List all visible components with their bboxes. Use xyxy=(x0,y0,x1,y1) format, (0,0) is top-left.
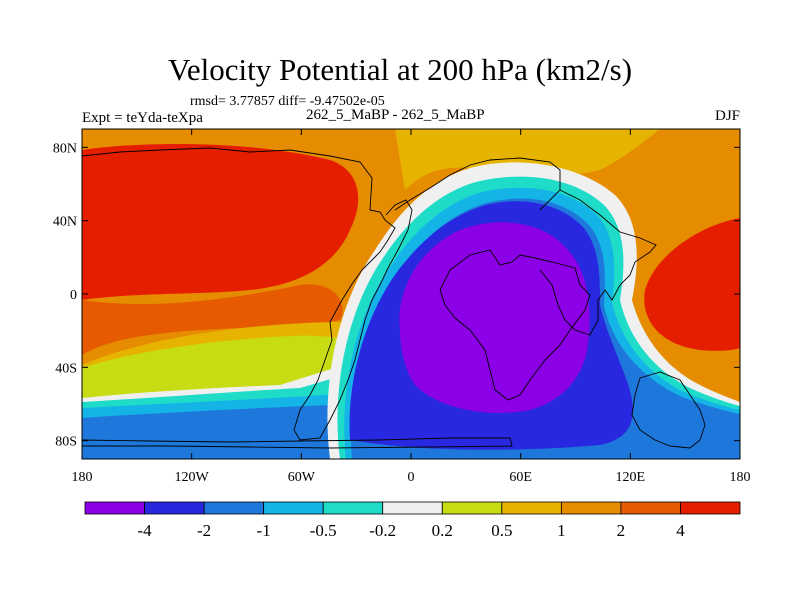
experiment-label: Expt = teYda-teXpa xyxy=(82,110,203,126)
contour-band-below-minus4 xyxy=(399,222,590,413)
x-tick-label: 120E xyxy=(616,470,646,485)
colorbar-swatch xyxy=(441,501,503,515)
x-tick-label: 0 xyxy=(408,470,415,485)
colorbar-swatch xyxy=(680,501,741,515)
colorbar-swatch xyxy=(560,501,622,515)
colorbar-label: 0.5 xyxy=(491,521,512,540)
coastline-antarctica xyxy=(82,437,513,449)
y-tick-label: 40S xyxy=(55,361,77,376)
colorbar-swatch xyxy=(84,501,145,515)
x-axis: 180 120W 60W 0 60E 120E 180 xyxy=(72,129,751,485)
contour-band-plus0-5-to-1 xyxy=(395,129,660,190)
x-tick-label: 180 xyxy=(730,470,751,485)
coastline-australia xyxy=(631,371,706,449)
colorbar-swatch xyxy=(501,501,562,515)
colorbar-label: 2 xyxy=(617,521,626,540)
colorbar-label: 0.2 xyxy=(432,521,453,540)
x-tick-label: 60W xyxy=(288,470,316,485)
chart-title: Velocity Potential at 200 hPa (km2/s) xyxy=(167,52,633,87)
x-tick-label: 120W xyxy=(175,470,210,485)
colorbar-label: -2 xyxy=(197,521,211,540)
colorbar-swatch xyxy=(144,501,205,515)
colorbar-label: 4 xyxy=(676,521,685,540)
colorbar-label: -0.2 xyxy=(369,521,396,540)
filled-contours xyxy=(82,129,740,459)
season-label: DJF xyxy=(714,108,740,124)
contour-band-above-4-east xyxy=(644,218,740,351)
y-tick-label: 80S xyxy=(55,435,77,450)
colorbar-label: 1 xyxy=(557,521,566,540)
colorbar-swatch xyxy=(263,501,324,515)
colorbar-swatch xyxy=(382,501,443,515)
x-tick-label: 60E xyxy=(509,470,532,485)
colorbar: -4 -2 -1 -0.5 -0.2 0.2 0.5 1 2 4 xyxy=(84,501,741,540)
contour-band-minus1-to-2-south xyxy=(82,400,365,459)
coastline-americas xyxy=(82,147,413,441)
colorbar-label: -4 xyxy=(137,521,152,540)
contour-band-above-4-west xyxy=(82,144,359,300)
continent-outlines xyxy=(82,147,706,449)
contour-band-2-to-4-lower xyxy=(82,284,343,355)
y-tick-label: 40N xyxy=(53,215,77,230)
coastline-greenland xyxy=(394,157,561,211)
rmsd-diff-label: rmsd= 3.77857 diff= -9.47502e-05 xyxy=(190,94,385,109)
y-axis: 80N 40N 0 40S 80S xyxy=(53,141,740,450)
colorbar-swatch xyxy=(620,501,681,515)
colorbar-label: -0.5 xyxy=(310,521,337,540)
colorbar-swatch xyxy=(322,501,384,515)
coastline-asia xyxy=(539,189,657,336)
y-tick-label: 80N xyxy=(53,141,77,156)
y-tick-label: 0 xyxy=(70,288,77,303)
coastline-africa-europe xyxy=(439,249,591,401)
run-comparison-label: 262_5_MaBP - 262_5_MaBP xyxy=(306,107,485,123)
colorbar-swatch xyxy=(203,501,265,515)
colorbar-label: -1 xyxy=(257,521,271,540)
x-tick-label: 180 xyxy=(72,470,93,485)
